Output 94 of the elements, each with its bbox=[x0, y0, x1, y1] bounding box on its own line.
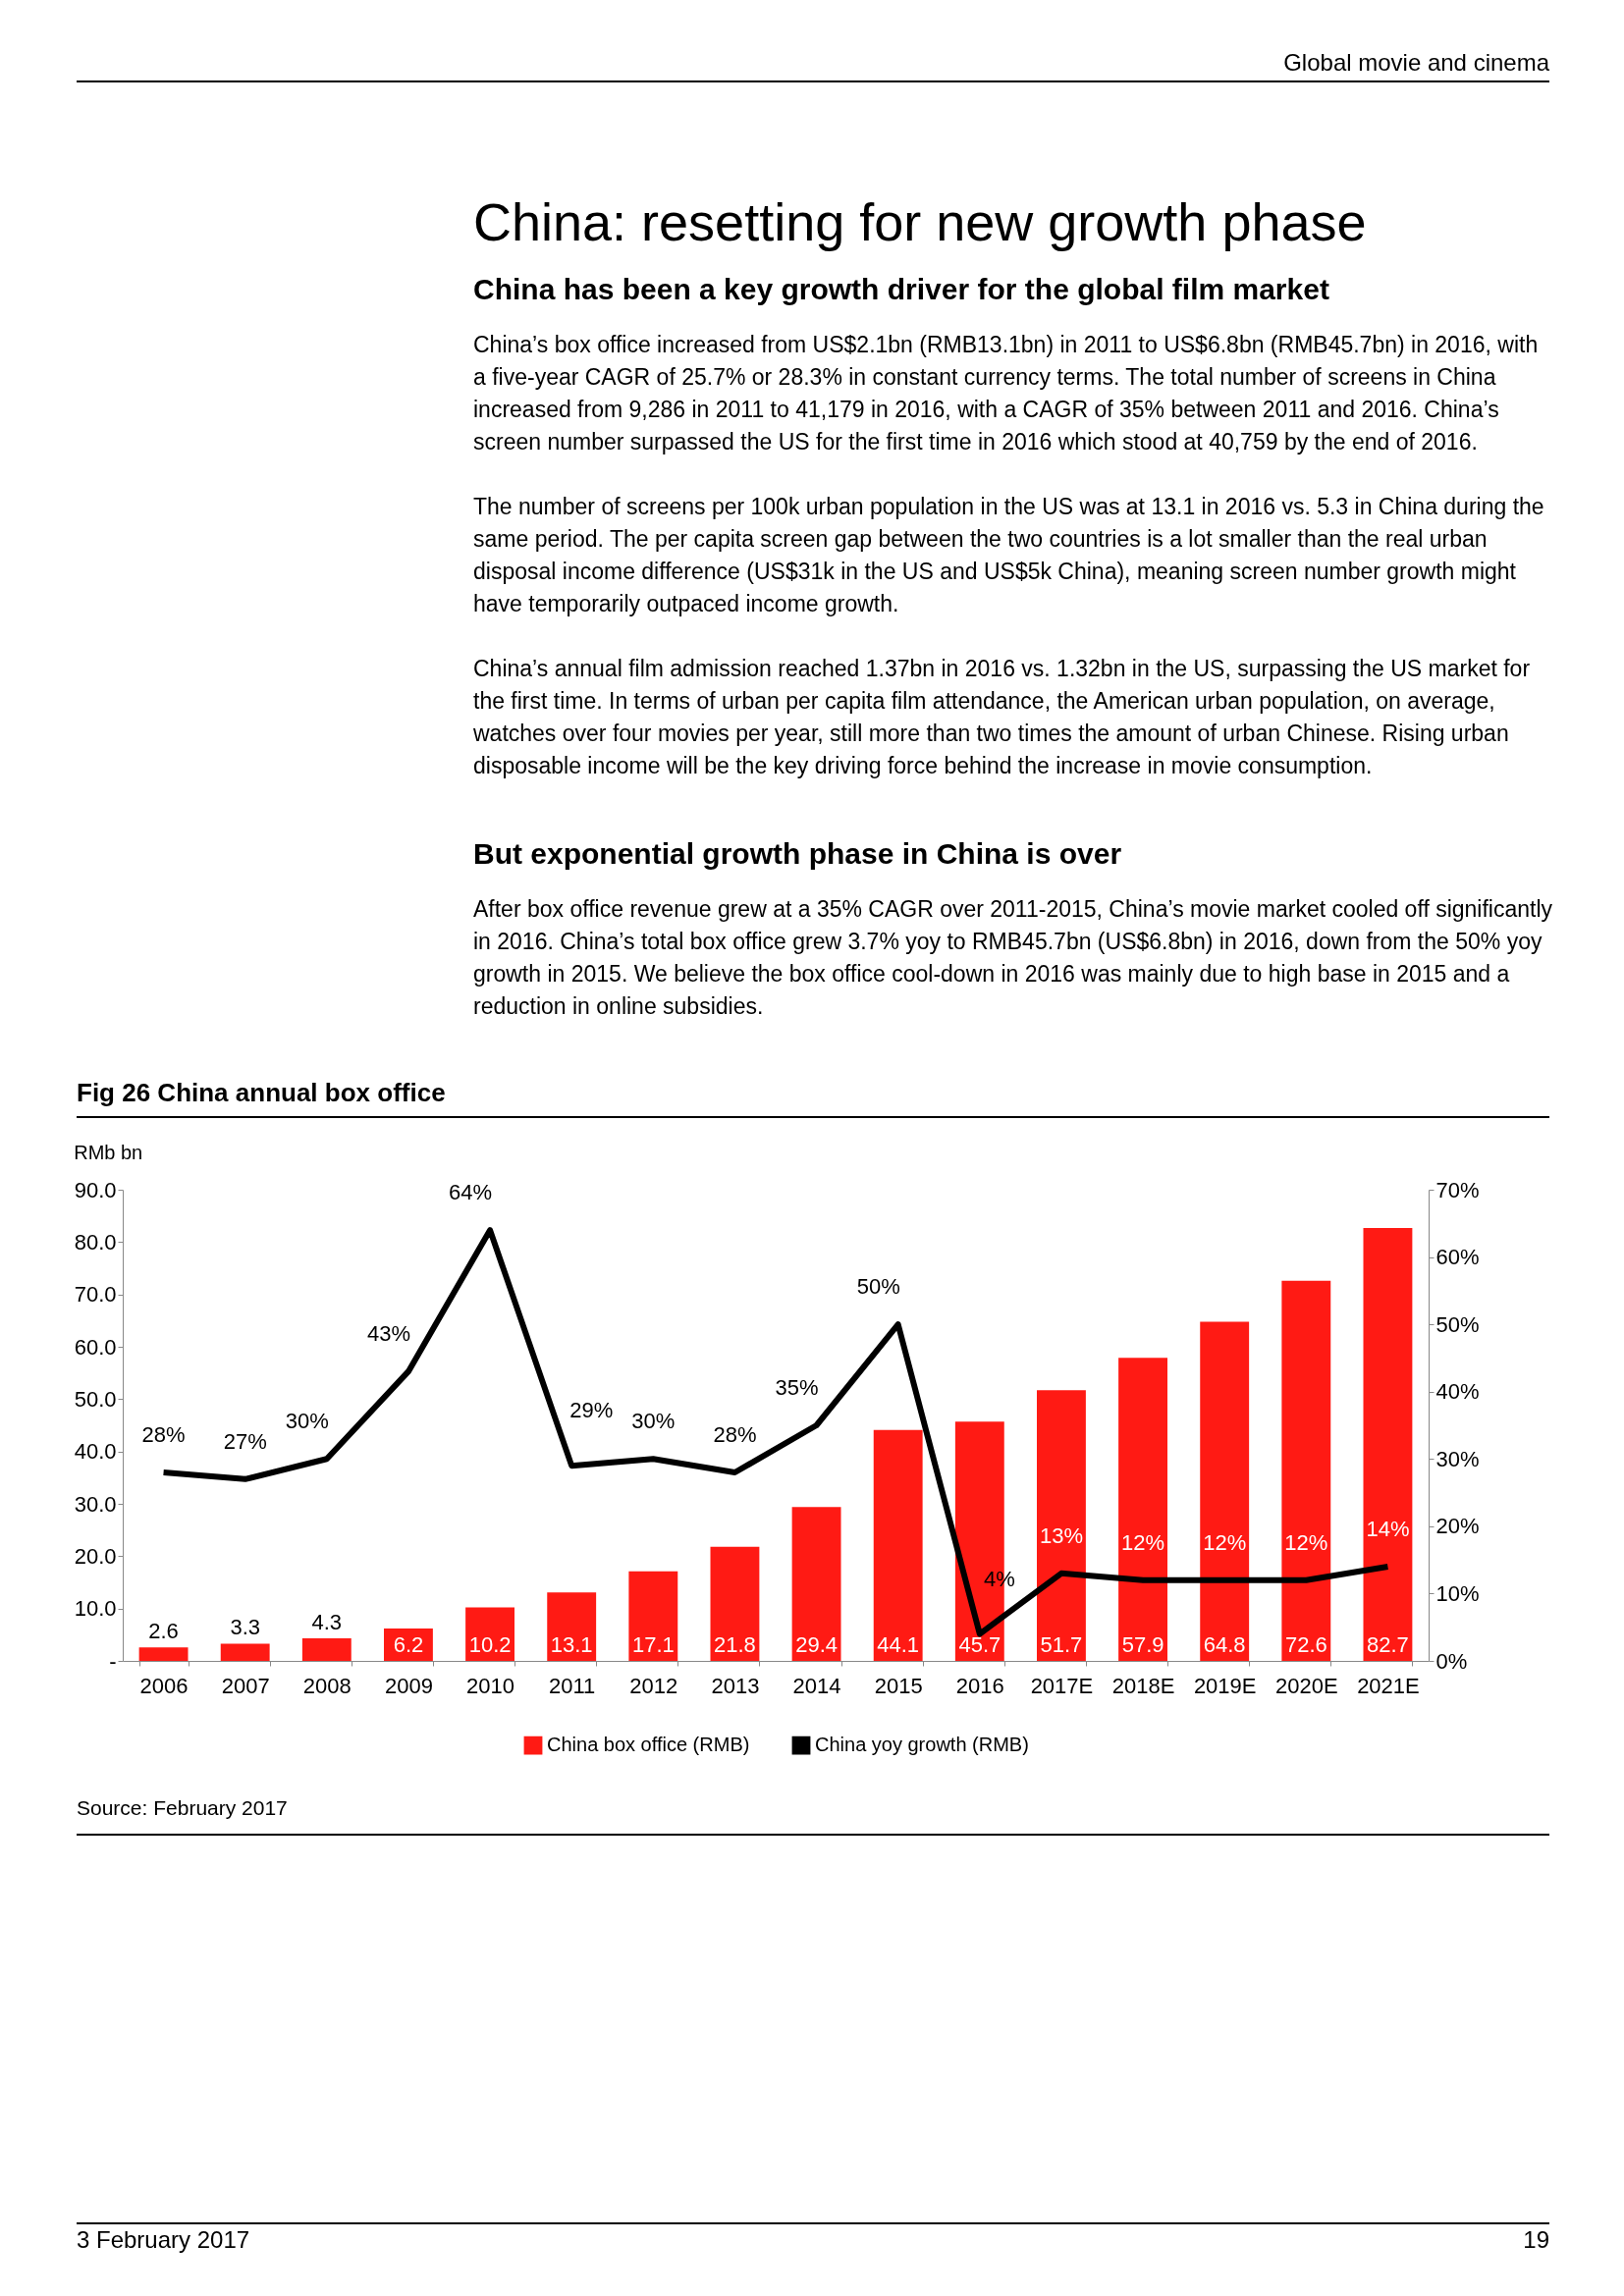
data-label: 29.4 bbox=[795, 1632, 838, 1657]
bar bbox=[1281, 1280, 1331, 1661]
bar bbox=[547, 1592, 597, 1661]
data-label: 28% bbox=[713, 1422, 757, 1447]
data-label: 10.2 bbox=[468, 1632, 512, 1657]
x-tick-label: 2010 bbox=[466, 1673, 515, 1698]
text: 3 February 2017 bbox=[77, 2226, 250, 2254]
x-tick-label: 2020E bbox=[1275, 1673, 1338, 1698]
bar bbox=[138, 1647, 189, 1661]
data-label: 6.2 bbox=[393, 1632, 424, 1657]
text: After box office revenue grew at a 35% CAGR over 2011-2015, China’s movie market cooled off significantly in 2016. China’s total box office grew 3.7% yoy to RMB45.7bn (US$6.8bn) in 2016, down from the 50% yoy growth in 2015. We believe the box office cool-down in 2016 was mainly due to high base in 2015 and a reduction in online subsidies. bbox=[473, 895, 1553, 1021]
data-label: 57.9 bbox=[1121, 1632, 1164, 1657]
bar bbox=[220, 1643, 270, 1661]
data-label: 82.7 bbox=[1367, 1632, 1409, 1657]
bar bbox=[873, 1429, 923, 1661]
text: China’s annual film admission reached 1.37bn in 2016 vs. 1.32bn in the US, surpassing the US market for the first time. In terms of urban per capita film attendance, the American urban population, on average, watches over four movies per year, still more than two times the amount of urban Chinese. Rising urban disposable income will be the key driving force behind the increase in movie consumption. bbox=[473, 655, 1532, 780]
bar bbox=[465, 1607, 514, 1661]
data-label: 29% bbox=[569, 1398, 614, 1423]
data-label: 12% bbox=[1121, 1529, 1165, 1555]
y-tick-label: 60.0 bbox=[74, 1334, 117, 1360]
x-tick-label: 2011 bbox=[549, 1673, 596, 1698]
y-tick-label: 10.0 bbox=[74, 1596, 117, 1622]
data-label: 13% bbox=[1039, 1522, 1083, 1548]
x-tick-label: 2008 bbox=[302, 1673, 352, 1698]
bar bbox=[1200, 1321, 1250, 1661]
x-tick-label: 2013 bbox=[711, 1673, 760, 1698]
text: China’s box office increased from US$2.1bn (RMB13.1bn) in 2011 to US$6.8bn (RMB45.7bn) in 2016, with a five-year CAGR of 25.7% or 28.3% in constant currency terms. The total number of screens in China increased from 9,286 in 2011 to 41,179 in 2016, with a CAGR of 35% between 2011 and 2016. China’s screen number surpassed the US for the first time in 2016 which stood at 40,759 by the end of 2016. bbox=[473, 331, 1540, 456]
legend-label: China box office (RMB) bbox=[547, 1734, 750, 1756]
data-label: 4.3 bbox=[311, 1610, 343, 1635]
source-note: Source: February 2017 bbox=[77, 1796, 288, 1820]
x-tick-label: 2017E bbox=[1030, 1673, 1094, 1698]
x-tick-label: 2006 bbox=[139, 1673, 189, 1698]
data-label: 51.7 bbox=[1040, 1632, 1083, 1657]
legend-label: China yoy growth (RMB) bbox=[815, 1734, 1029, 1756]
y2-tick-label: 60% bbox=[1435, 1245, 1480, 1270]
x-tick-label: 2009 bbox=[384, 1673, 433, 1698]
chart-title: Fig 26 China annual box office bbox=[77, 1078, 1549, 1118]
x-tick-label: 2016 bbox=[955, 1673, 1004, 1698]
text: China: resetting for new growth phase bbox=[473, 191, 1367, 252]
bar bbox=[1118, 1358, 1167, 1661]
text: 19 bbox=[1523, 2226, 1549, 2254]
bar bbox=[1037, 1390, 1086, 1661]
data-label: 3.3 bbox=[230, 1615, 260, 1640]
y2-tick-label: 40% bbox=[1435, 1379, 1480, 1405]
data-label: 50% bbox=[856, 1274, 900, 1300]
data-label: 64.8 bbox=[1203, 1632, 1246, 1657]
y-tick-label: 20.0 bbox=[74, 1543, 117, 1569]
y-axis-title: RMb bn bbox=[74, 1142, 143, 1163]
data-label: 12% bbox=[1203, 1529, 1247, 1555]
y2-tick-label: 50% bbox=[1435, 1311, 1480, 1337]
data-label: 14% bbox=[1366, 1517, 1410, 1541]
x-tick-label: 2015 bbox=[874, 1673, 923, 1698]
data-label: 35% bbox=[775, 1375, 819, 1400]
data-label: 44.1 bbox=[877, 1632, 920, 1657]
data-label: 28% bbox=[141, 1422, 186, 1447]
bar bbox=[1363, 1227, 1413, 1661]
y2-tick-label: 10% bbox=[1435, 1580, 1480, 1606]
y-tick-label: 30.0 bbox=[74, 1491, 117, 1517]
data-label: 72.6 bbox=[1284, 1632, 1327, 1657]
x-tick-label: 2018E bbox=[1111, 1673, 1175, 1698]
text: Global movie and cinema bbox=[1283, 49, 1549, 77]
y-tick-label: 50.0 bbox=[74, 1386, 117, 1412]
data-label: 12% bbox=[1284, 1529, 1328, 1555]
y-tick-label: - bbox=[109, 1648, 117, 1674]
bar bbox=[710, 1546, 760, 1661]
y-tick-label: 70.0 bbox=[74, 1282, 117, 1308]
x-tick-label: 2019E bbox=[1193, 1673, 1257, 1698]
bar bbox=[628, 1571, 678, 1661]
x-tick-label: 2007 bbox=[221, 1673, 270, 1698]
data-label: 21.8 bbox=[714, 1632, 756, 1657]
y2-tick-label: 20% bbox=[1435, 1514, 1480, 1539]
data-label: 27% bbox=[223, 1428, 267, 1454]
x-tick-label: 2012 bbox=[629, 1673, 678, 1698]
text: The number of screens per 100k urban population in the US was at 13.1 in 2016 vs. 5.3 in China during the same period. The per capita screen gap between the two countries is a lot smaller than the real urban disposal income difference (US$31k in the US and US$5k China), meaning screen number growth might have temporarily outpaced income growth. bbox=[473, 493, 1545, 618]
y-tick-label: 90.0 bbox=[74, 1177, 117, 1202]
y2-tick-label: 30% bbox=[1435, 1446, 1480, 1471]
bar bbox=[301, 1638, 352, 1661]
y-tick-label: 40.0 bbox=[74, 1439, 117, 1465]
x-tick-label: 2014 bbox=[792, 1673, 841, 1698]
y2-tick-label: 70% bbox=[1435, 1177, 1480, 1202]
data-label: 17.1 bbox=[631, 1632, 675, 1657]
data-label: 13.1 bbox=[550, 1632, 593, 1657]
y-tick-label: 80.0 bbox=[74, 1229, 117, 1255]
bar bbox=[791, 1507, 841, 1661]
x-tick-label: 2021E bbox=[1357, 1673, 1420, 1698]
data-label: 30% bbox=[631, 1409, 676, 1434]
data-label: 30% bbox=[285, 1409, 329, 1434]
text: China has been a key growth driver for the global film market bbox=[473, 273, 1329, 306]
y2-tick-label: 0% bbox=[1435, 1648, 1468, 1674]
data-label: 64% bbox=[449, 1180, 493, 1205]
data-label: 45.7 bbox=[958, 1632, 1001, 1657]
data-label: 2.6 bbox=[148, 1619, 179, 1644]
text: But exponential growth phase in China is over bbox=[473, 837, 1122, 871]
data-label: 43% bbox=[366, 1321, 410, 1347]
